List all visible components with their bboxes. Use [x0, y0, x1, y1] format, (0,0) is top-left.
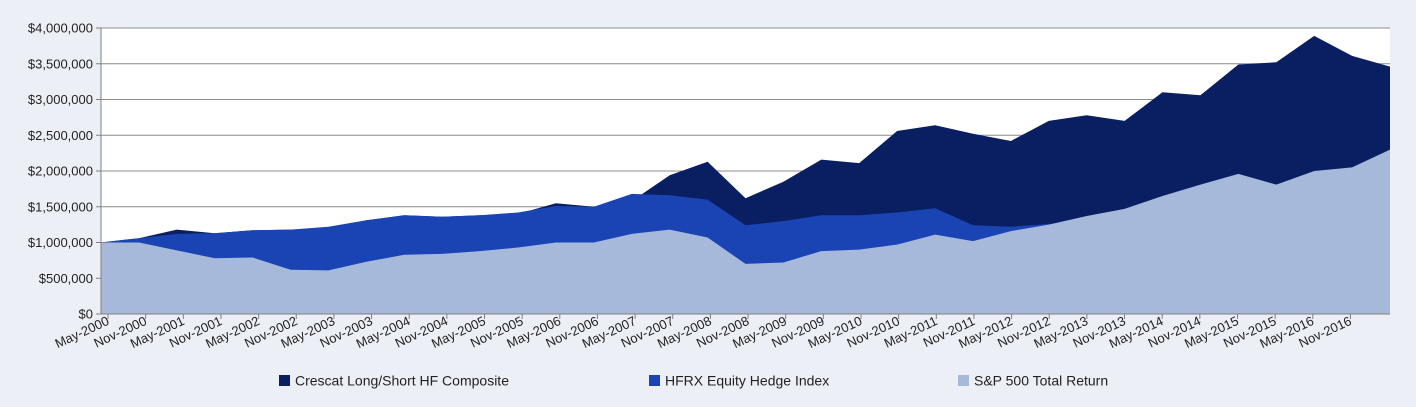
y-tick-label: $500,000	[39, 271, 93, 286]
legend-label: S&P 500 Total Return	[974, 373, 1108, 389]
area-s-p-500-total-return	[101, 149, 1390, 314]
y-tick-label: $3,000,000	[28, 92, 93, 107]
y-tick-label: $1,000,000	[28, 235, 93, 250]
y-tick-label: $0	[79, 307, 93, 322]
y-axis-ticks: $0 $500,000 $1,000,000 $1,500,000 $2,000,000…	[28, 21, 101, 322]
legend-label: HFRX Equity Hedge Index	[665, 373, 829, 389]
legend-swatch	[279, 375, 290, 386]
legend-item: HFRX Equity Hedge Index	[649, 373, 829, 389]
legend: Crescat Long/Short HF Composite HFRX Equi…	[279, 373, 1108, 389]
y-tick-label: $3,500,000	[28, 56, 93, 71]
area-series	[101, 35, 1390, 315]
legend-swatch	[958, 375, 969, 386]
legend-swatch	[649, 375, 660, 386]
y-tick-label: $2,500,000	[28, 128, 93, 143]
x-axis-ticks: May-2000Nov-2000May-2001Nov-2001May-2002…	[53, 313, 1354, 351]
y-tick-label: $2,000,000	[28, 164, 93, 179]
y-tick-label: $1,500,000	[28, 199, 93, 214]
legend-item: Crescat Long/Short HF Composite	[279, 373, 509, 389]
legend-label: Crescat Long/Short HF Composite	[295, 373, 509, 389]
legend-item: S&P 500 Total Return	[958, 373, 1108, 389]
y-tick-label: $4,000,000	[28, 21, 93, 36]
